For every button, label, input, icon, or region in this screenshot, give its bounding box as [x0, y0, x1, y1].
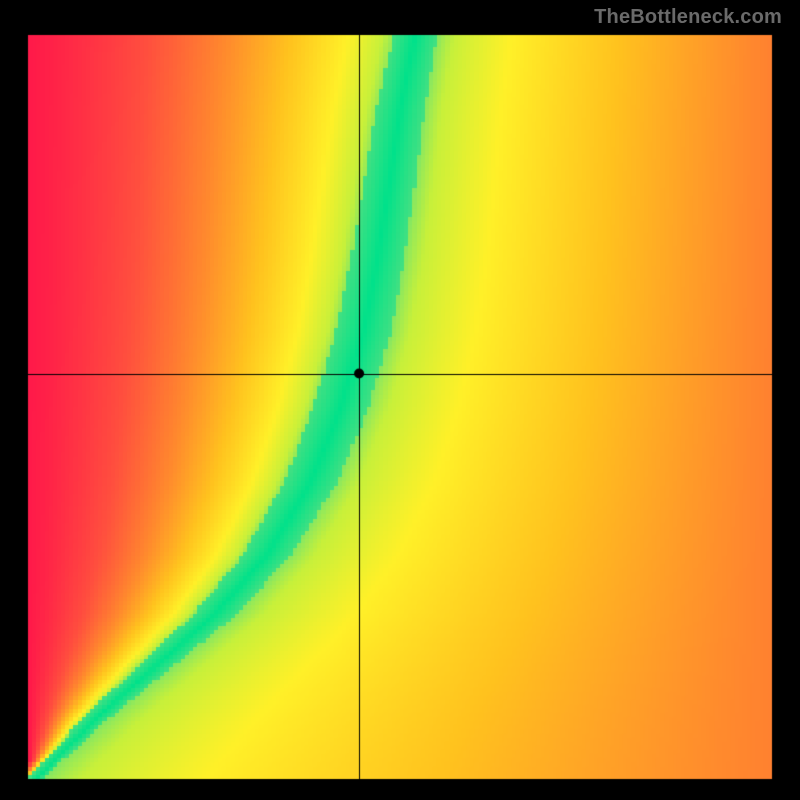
- watermark-text: TheBottleneck.com: [594, 6, 782, 29]
- chart-container: { "watermark": { "text": "TheBottleneck.…: [0, 0, 800, 800]
- heatmap-canvas: [0, 0, 800, 800]
